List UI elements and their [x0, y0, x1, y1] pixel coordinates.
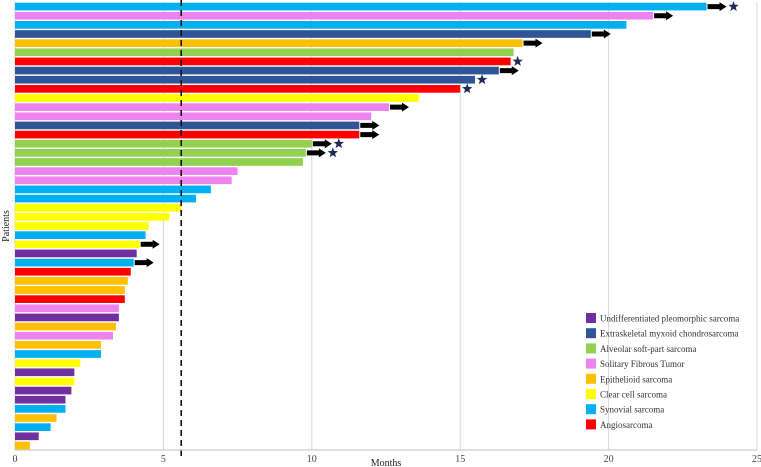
legend-swatch-5 — [586, 373, 596, 384]
x-tick-label: 10 — [307, 454, 317, 465]
x-tick-label: 0 — [13, 454, 18, 465]
arrow-marker-patient-12 — [389, 102, 409, 112]
legend-label-1: Undifferentiated pleomorphic sarcoma — [600, 314, 739, 324]
star-marker-patient-1 — [728, 1, 739, 12]
bar-patient-41 — [15, 368, 75, 377]
legend-label-7: Synovial sarcoma — [600, 405, 664, 415]
bar-patient-9 — [15, 75, 476, 84]
bar-patient-24 — [15, 213, 170, 221]
bar-patient-27 — [15, 240, 140, 249]
x-tick-label: 20 — [604, 454, 614, 465]
bar-patient-28 — [15, 249, 137, 258]
legend-swatch-6 — [586, 389, 596, 399]
legend-label-2: Extraskeletal myxoid chondrosarcoma — [600, 329, 738, 339]
bar-patient-32 — [15, 286, 125, 294]
bar-patient-5 — [15, 39, 523, 47]
bar-patient-1 — [15, 2, 707, 11]
arrow-marker-patient-17 — [306, 148, 326, 158]
bar-patient-44 — [15, 395, 66, 404]
legend-swatch-3 — [586, 343, 596, 354]
bar-patient-30 — [15, 267, 131, 276]
arrow-marker-patient-29 — [134, 258, 154, 268]
bar-patient-23 — [15, 203, 182, 212]
x-axis-title: Months — [371, 458, 402, 467]
bar-patient-26 — [15, 231, 146, 239]
bar-patient-36 — [15, 322, 116, 331]
legend-label-6: Clear cell sarcoma — [600, 390, 667, 400]
response-markers — [134, 1, 739, 268]
legend-swatch-4 — [586, 358, 596, 369]
bar-patient-46 — [15, 414, 57, 422]
bar-patient-13 — [15, 112, 372, 121]
bar-patient-39 — [15, 350, 102, 358]
arrow-marker-patient-5 — [523, 38, 543, 48]
arrow-marker-patient-8 — [499, 66, 519, 76]
bar-patient-12 — [15, 103, 389, 111]
bar-patient-10 — [15, 85, 461, 93]
x-tick-label: 15 — [455, 454, 465, 465]
legend-swatch-7 — [586, 404, 596, 415]
bar-patient-14 — [15, 121, 360, 130]
bar-patient-25 — [15, 222, 149, 230]
bar-patient-43 — [15, 386, 72, 395]
legend-swatch-1 — [586, 313, 596, 323]
bar-patient-6 — [15, 48, 514, 57]
star-marker-patient-7 — [512, 55, 523, 66]
bar-patient-34 — [15, 304, 119, 313]
star-marker-patient-17 — [327, 147, 339, 158]
patient-bars — [15, 2, 707, 450]
bar-patient-48 — [15, 432, 39, 441]
bar-patient-22 — [15, 194, 197, 203]
bar-patient-4 — [15, 30, 591, 38]
bar-patient-37 — [15, 331, 113, 340]
legend-label-3: Alveolar soft-part sarcoma — [600, 344, 696, 354]
bar-patient-15 — [15, 130, 360, 139]
bar-patient-49 — [15, 441, 30, 450]
legend: Undifferentiated pleomorphic sarcoma Extr… — [586, 313, 739, 430]
bar-patient-47 — [15, 423, 51, 431]
bar-patient-20 — [15, 176, 232, 185]
star-marker-patient-16 — [333, 138, 345, 149]
arrow-marker-patient-4 — [591, 29, 611, 39]
x-tick-label: 25 — [752, 454, 761, 465]
bar-patient-19 — [15, 167, 238, 175]
bar-patient-2 — [15, 11, 654, 20]
bar-patient-16 — [15, 139, 312, 148]
arrow-marker-patient-2 — [654, 11, 674, 21]
legend-swatch-8 — [586, 419, 596, 430]
legend-label-8: Angiosarcoma — [600, 420, 652, 430]
bar-patient-7 — [15, 57, 511, 66]
bar-patient-40 — [15, 359, 81, 367]
bar-patient-29 — [15, 258, 134, 267]
bar-patient-35 — [15, 313, 119, 322]
y-axis-title: Patients — [1, 210, 12, 242]
bar-patient-21 — [15, 185, 211, 194]
arrow-marker-patient-27 — [140, 239, 160, 249]
bar-patient-3 — [15, 21, 627, 29]
arrow-marker-patient-1 — [707, 2, 727, 12]
bar-patient-8 — [15, 66, 499, 75]
arrow-marker-patient-14 — [360, 120, 380, 130]
bar-patient-33 — [15, 295, 125, 303]
star-marker-patient-10 — [461, 83, 473, 94]
bar-patient-11 — [15, 94, 419, 102]
arrow-marker-patient-16 — [312, 139, 332, 149]
legend-swatch-2 — [586, 328, 596, 339]
legend-label-5: Epithelioid sarcoma — [600, 374, 672, 384]
star-marker-patient-9 — [476, 74, 488, 85]
bar-patient-42 — [15, 377, 75, 386]
x-tick-labels: 0 5 10 15 20 25 — [13, 454, 761, 465]
bar-patient-18 — [15, 158, 303, 166]
bar-patient-17 — [15, 149, 306, 157]
arrow-marker-patient-15 — [360, 130, 380, 140]
bar-patient-45 — [15, 405, 66, 413]
legend-label-4: Solitary Fibrous Tumor — [600, 359, 685, 369]
x-tick-label: 5 — [161, 454, 166, 465]
bar-patient-38 — [15, 341, 102, 349]
bar-patient-31 — [15, 277, 128, 285]
